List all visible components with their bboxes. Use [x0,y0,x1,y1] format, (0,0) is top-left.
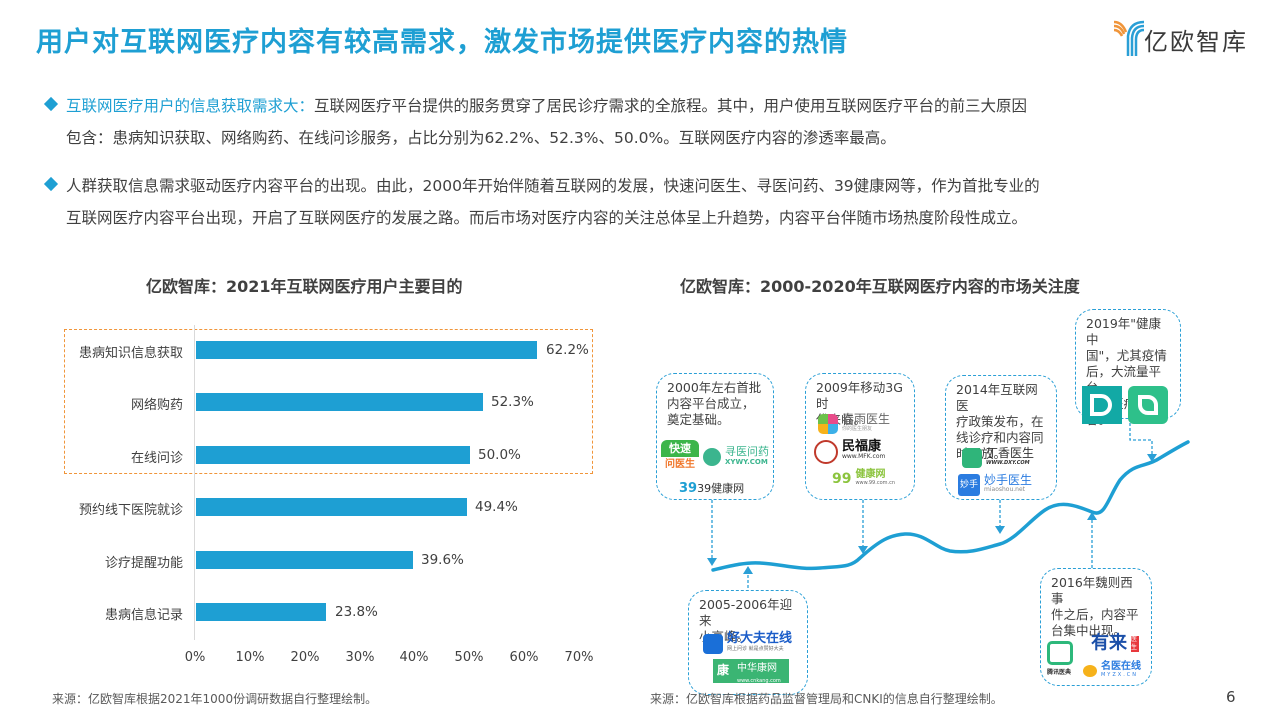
card-text: 线诊疗和内容同 [956,430,1044,445]
app-icon-2 [1128,386,1168,424]
x-tick: 0% [184,650,206,665]
bullet-1: 互联网医疗用户的信息获取需求大：互联网医疗平台提供的服务贯穿了居民诊疗需求的全旅… [43,90,1238,154]
right-source-note: 来源：亿欧智库根据药品监督管理局和CNKI的信息自行整理绘制。 [650,692,1003,706]
miaoshou-logo: 妙手 妙手医生 miaoshou.net [958,474,1032,496]
x-tick: 10% [235,650,265,665]
value-label: 39.6% [421,552,464,568]
top3-highlight-box [64,329,593,474]
left-source-note: 来源：亿欧智库根据2021年1000份调研数据自行整理绘制。 [52,692,378,706]
card-text: 2005-2006年迎来 [699,597,793,628]
category-label: 预约线下医院就诊 [78,503,183,518]
right-chart-title: 亿欧智库：2000-2020年互联网医疗内容的市场关注度 [680,277,1080,296]
milestone-card-2019: 2019年"健康中 国"，尤其疫情 后，大流量平台 关注医疗内容。 [1075,309,1181,427]
card-text: 2009年移动3G时 [816,380,903,411]
diamond-bullet-icon [43,96,59,112]
kuaisu-logo: 快速 问医生 [661,440,699,476]
bullet-text: 互联网医疗内容平台出现，开启了互联网医疗的发展之路。而后市场对医疗内容的关注总体… [66,209,1028,227]
cnkang-logo: 康 中华康网 www.cnkang.com [713,659,789,684]
bar [196,341,537,359]
x-tick: 70% [564,650,594,665]
x-tick: 50% [454,650,484,665]
bar [196,551,413,569]
card-text: 2016年魏则西事 [1051,575,1133,606]
bullet-2: 人群获取信息需求驱动医疗内容平台的出现。由此，2000年开始伴随着互联网的发展，… [43,170,1238,234]
card-text: 台集中出现。 [1051,623,1127,638]
x-tick: 40% [399,650,429,665]
card-text: 2019年"健康中 [1086,316,1162,347]
youlai-logo: 有来 医生 [1091,632,1139,654]
39jk-logo: 3939健康网 [679,481,745,496]
bar [196,393,483,411]
card-text: 国"，尤其疫情 [1086,348,1167,363]
card-text: 2014年互联网医 [956,382,1038,413]
myzx-logo: 名医在线 MYZX.CN [1083,661,1141,679]
card-text: 内容平台成立， [667,396,755,411]
page-title: 用户对互联网医疗内容有较高需求，激发市场提供医疗内容的热情 [36,27,848,58]
bar [196,498,467,516]
category-label: 网络购药 [130,398,183,413]
page-number: 6 [1226,688,1236,706]
y-axis-line [194,325,195,640]
bar [196,446,470,464]
milestone-card-2005: 2005-2006年迎来 小高峰。 好大夫在线 网上问诊 就是点赞好大夫 康 中… [688,590,808,695]
category-label: 诊疗提醒功能 [104,556,183,571]
diamond-bullet-icon [43,176,59,192]
value-label: 52.3% [491,394,534,410]
category-label: 患病信息记录 [104,608,183,623]
bullet-text: 互联网医疗平台提供的服务贯穿了居民诊疗需求的全旅程。其中，用户使用互联网医疗平台… [314,97,1028,115]
milestone-card-2009: 2009年移动3G时 代来临。 春雨医生 你的医生朋友 民福康 www.MFK.… [805,373,915,500]
xywy-logo: 寻医问药 XYWY.COM [703,446,769,468]
x-tick: 60% [509,650,539,665]
milestone-card-2000: 2000年左右首批 内容平台成立， 奠定基础。 快速 问医生 寻医问药 XYWY… [656,373,774,500]
category-label: 在线问诊 [130,451,183,466]
card-text: 奠定基础。 [667,412,730,427]
value-label: 49.4% [475,499,518,515]
txyd-logo: 腾讯医典 [1047,641,1077,681]
logo-text: 亿欧智库 [1144,28,1248,56]
dxy-logo: 丁香医生 WWW.DXY.COM [962,447,1034,468]
bullet-text: 人群获取信息需求驱动医疗内容平台的出现。由此，2000年开始伴随着互联网的发展，… [66,177,1040,195]
bullet-text: 包含：患病知识获取、网络购药、在线问诊服务，占比分别为62.2%、52.3%、5… [66,129,896,147]
milestone-card-2016: 2016年魏则西事 件之后，内容平 台集中出现。 腾讯医典 有来 医生 名医在线… [1040,568,1152,686]
chunyu-logo: 春雨医生 你的医生朋友 [818,413,890,434]
milestone-card-2014: 2014年互联网医 疗政策发布，在 线诊疗和内容同 时开放。 丁香医生 WWW.… [945,375,1057,500]
99jk-logo: 99 健康网 www.99.com.cn [832,469,896,488]
value-label: 62.2% [546,342,589,358]
value-label: 23.8% [335,604,378,620]
mfk-logo: 民福康 www.MFK.com [814,440,885,464]
x-tick: 30% [345,650,375,665]
x-tick: 20% [290,650,320,665]
app-icon-1 [1082,386,1122,424]
logo-icon [1113,20,1145,56]
card-text: 件之后，内容平 [1051,607,1139,622]
card-text: 2000年左右首批 [667,380,762,395]
bullet-highlight: 互联网医疗用户的信息获取需求大： [66,97,315,115]
logo: 亿欧智库 [1112,16,1252,60]
haodf-logo: 好大夫在线 网上问诊 就是点赞好大夫 [703,632,792,655]
value-label: 50.0% [478,447,521,463]
bar [196,603,326,621]
category-label: 患病知识信息获取 [78,346,183,361]
card-text: 疗政策发布，在 [956,414,1044,429]
left-chart-title: 亿欧智库：2021年互联网医疗用户主要目的 [146,277,463,296]
